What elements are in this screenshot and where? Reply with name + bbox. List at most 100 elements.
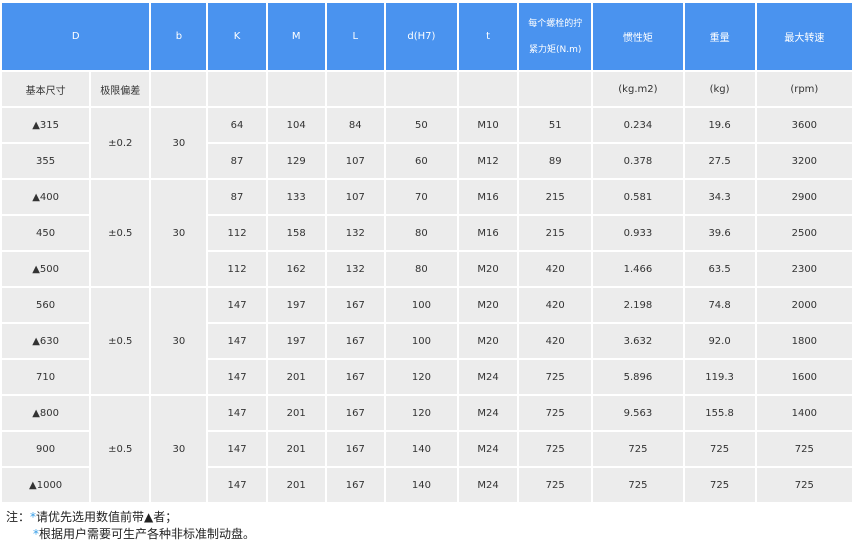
- cell-torque: 420: [519, 324, 592, 358]
- cell-speed: 1400: [756, 396, 852, 430]
- cell-d: 50: [385, 108, 457, 142]
- cell-D: ▲630: [2, 324, 90, 358]
- cell-M: 201: [267, 360, 325, 394]
- cell-speed: 725: [756, 432, 852, 466]
- cell-M: 201: [267, 396, 325, 430]
- cell-t: M20: [459, 252, 518, 286]
- unit-empty: [151, 72, 207, 106]
- unit-empty: [208, 72, 266, 106]
- cell-K: 64: [208, 108, 266, 142]
- note-line-2: *根据用户需要可生产各种非标准制动盘。: [6, 526, 255, 543]
- cell-d: 100: [385, 288, 457, 322]
- cell-D: ▲1000: [2, 468, 90, 502]
- cell-d: 100: [385, 324, 457, 358]
- notes: 注：*请优先选用数值前带▲者； *根据用户需要可生产各种非标准制动盘。: [6, 509, 255, 543]
- cell-K: 147: [208, 396, 266, 430]
- cell-weight: 39.6: [684, 216, 755, 250]
- cell-M: 201: [267, 468, 325, 502]
- header-K: K: [208, 3, 266, 70]
- cell-speed: 2500: [756, 216, 852, 250]
- cell-d: 60: [385, 144, 457, 178]
- cell-weight: 725: [684, 432, 755, 466]
- cell-K: 147: [208, 360, 266, 394]
- header-torque: 每个螺栓的拧 紧力矩(N.m): [519, 3, 592, 70]
- header-row: D b K M L d(H7) t 每个螺栓的拧 紧力矩(N.m) 惯性矩 重量…: [2, 3, 852, 70]
- note-text-1: 请优先选用数值前带▲者；: [36, 510, 178, 524]
- cell-M: 197: [267, 324, 325, 358]
- header-t: t: [459, 3, 518, 70]
- cell-D: 560: [2, 288, 90, 322]
- cell-inertia: 0.581: [593, 180, 683, 214]
- cell-torque: 420: [519, 252, 592, 286]
- unit-empty: [519, 72, 592, 106]
- cell-tolerance: ±0.2: [91, 108, 150, 178]
- cell-weight: 725: [684, 468, 755, 502]
- cell-L: 132: [326, 216, 384, 250]
- header-speed: 最大转速: [756, 3, 852, 70]
- cell-K: 112: [208, 252, 266, 286]
- cell-b: 30: [151, 288, 207, 394]
- cell-t: M16: [459, 180, 518, 214]
- cell-K: 147: [208, 468, 266, 502]
- cell-K: 87: [208, 144, 266, 178]
- unit-empty: [385, 72, 457, 106]
- cell-d: 80: [385, 252, 457, 286]
- cell-t: M20: [459, 288, 518, 322]
- cell-K: 147: [208, 324, 266, 358]
- cell-speed: 2300: [756, 252, 852, 286]
- cell-speed: 3200: [756, 144, 852, 178]
- cell-weight: 92.0: [684, 324, 755, 358]
- cell-t: M24: [459, 396, 518, 430]
- cell-torque: 215: [519, 216, 592, 250]
- cell-D: 355: [2, 144, 90, 178]
- cell-speed: 725: [756, 468, 852, 502]
- cell-d: 140: [385, 468, 457, 502]
- cell-torque: 420: [519, 288, 592, 322]
- header-torque-line1: 每个螺栓的拧: [528, 18, 583, 29]
- table-row: ▲400 ±0.5 30 87 133 107 70 M16 215 0.581 34.3 2900: [2, 180, 852, 286]
- cell-inertia: 2.198: [593, 288, 683, 322]
- cell-inertia: 0.378: [593, 144, 683, 178]
- table-row: 355 87 129 107 60 M12 89 0.378 27.5 3200: [2, 144, 852, 178]
- cell-d: 70: [385, 180, 457, 214]
- cell-M: 201: [267, 432, 325, 466]
- cell-D: 450: [2, 216, 90, 250]
- header-d: d(H7): [385, 3, 457, 70]
- cell-weight: 74.8: [684, 288, 755, 322]
- header-D: D: [2, 3, 150, 70]
- cell-L: 167: [326, 468, 384, 502]
- cell-L: 167: [326, 396, 384, 430]
- cell-D: 710: [2, 360, 90, 394]
- cell-t: M24: [459, 468, 518, 502]
- cell-speed: 2900: [756, 180, 852, 214]
- unit-tolerance: 极限偏差: [91, 72, 150, 106]
- cell-speed: 1600: [756, 360, 852, 394]
- note-line-1: 注：*请优先选用数值前带▲者；: [6, 509, 255, 526]
- cell-K: 147: [208, 288, 266, 322]
- unit-empty: [267, 72, 325, 106]
- table-row: ▲1000 147 201 167 140 M24 725 725 725 725: [2, 468, 852, 502]
- cell-d: 120: [385, 396, 457, 430]
- cell-inertia: 1.466: [593, 252, 683, 286]
- cell-weight: 119.3: [684, 360, 755, 394]
- cell-K: 87: [208, 180, 266, 214]
- cell-K: 112: [208, 216, 266, 250]
- cell-tolerance: ±0.5: [91, 288, 150, 394]
- note-prefix: 注：: [6, 510, 31, 524]
- table-row: ▲630 147 197 167 100 M20 420 3.632 92.0 1800: [2, 324, 852, 358]
- cell-torque: 725: [519, 432, 592, 466]
- unit-speed: (rpm): [756, 72, 852, 106]
- cell-t: M12: [459, 144, 518, 178]
- cell-M: 158: [267, 216, 325, 250]
- unit-weight: (kg): [684, 72, 755, 106]
- cell-inertia: 725: [593, 432, 683, 466]
- unit-inertia: (kg.m2): [593, 72, 683, 106]
- unit-basic-size: 基本尺寸: [2, 72, 90, 106]
- cell-L: 167: [326, 360, 384, 394]
- header-L: L: [326, 3, 384, 70]
- spec-table: D b K M L d(H7) t 每个螺栓的拧 紧力矩(N.m) 惯性矩 重量…: [0, 1, 854, 504]
- cell-torque: 725: [519, 468, 592, 502]
- cell-b: 30: [151, 180, 207, 286]
- units-row: 基本尺寸 极限偏差 (kg.m2) (kg) (rpm): [2, 72, 852, 106]
- cell-d: 120: [385, 360, 457, 394]
